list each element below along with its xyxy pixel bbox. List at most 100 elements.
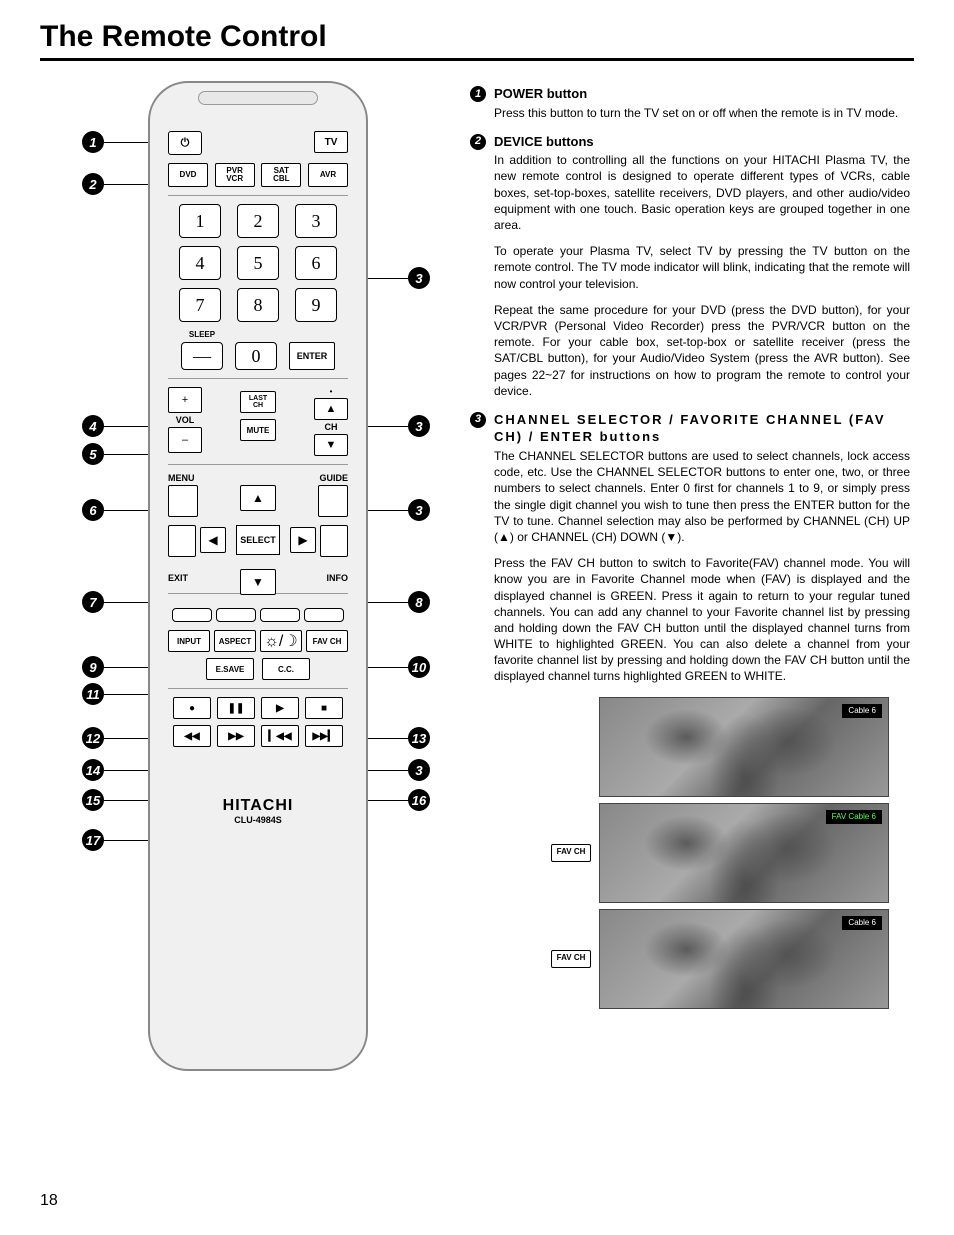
callout-4: 4: [82, 415, 104, 437]
sec3-title: CHANNEL SELECTOR / FAVORITE CHANNEL (FAV…: [494, 411, 910, 446]
page-title: The Remote Control: [40, 20, 914, 61]
callout-3a: 3: [408, 267, 430, 289]
power-button: ⏻: [168, 131, 202, 155]
remote-diagram: 1 2 4 5 6 7 9 11 12 14 15 17 3: [40, 81, 440, 1071]
sec2-p2: To operate your Plasma TV, select TV by …: [494, 243, 910, 292]
dash-button: —: [181, 342, 223, 370]
avr-button: AVR: [308, 163, 348, 187]
callout-8: 8: [408, 591, 430, 613]
sec1-p1: Press this button to turn the TV set on …: [494, 105, 910, 121]
sec1-num: 1: [470, 86, 486, 102]
info-button: [320, 525, 348, 557]
callout-10: 10: [408, 656, 430, 678]
favch-label-1: FAV CH: [551, 844, 591, 862]
num-3: 3: [295, 204, 337, 238]
sec2-num: 2: [470, 134, 486, 150]
lastch-button: LAST CH: [240, 391, 276, 413]
pic-2: FAV Cable 6: [599, 803, 889, 903]
ch-label: CH: [325, 422, 338, 432]
esave-button: E.SAVE: [206, 658, 254, 680]
pic3-tag: Cable 6: [842, 916, 882, 931]
vol-label: VOL: [176, 415, 195, 425]
exit-button: [168, 525, 196, 557]
callout-11: 11: [82, 683, 104, 705]
select-button: SELECT: [236, 525, 280, 555]
callout-7: 7: [82, 591, 104, 613]
num-1: 1: [179, 204, 221, 238]
next-button: ▶▶▎: [305, 725, 343, 747]
num-2: 2: [237, 204, 279, 238]
pause-button: ❚❚: [217, 697, 255, 719]
nav-right: ▶: [290, 527, 316, 553]
vol-down: –: [168, 427, 202, 453]
callout-3d: 3: [408, 759, 430, 781]
sec1-title: POWER button: [494, 85, 587, 103]
callout-13: 13: [408, 727, 430, 749]
sec2-title: DEVICE buttons: [494, 133, 594, 151]
menu-button: [168, 485, 198, 517]
stop-button: ■: [305, 697, 343, 719]
num-6: 6: [295, 246, 337, 280]
callout-3c: 3: [408, 499, 430, 521]
num-7: 7: [179, 288, 221, 322]
rec-button: ●: [173, 697, 211, 719]
callout-2: 2: [82, 173, 104, 195]
sec3-num: 3: [470, 412, 486, 428]
daynight-button: ☼/☽: [260, 630, 302, 652]
tv-button: TV: [314, 131, 348, 153]
prev-button: ▎◀◀: [261, 725, 299, 747]
menu-label: MENU: [168, 473, 195, 483]
callout-14: 14: [82, 759, 104, 781]
ch-down: ▼: [314, 434, 348, 456]
nav-pad: ▲ ◀ SELECT ▶ ▼: [168, 485, 348, 595]
callout-6: 6: [82, 499, 104, 521]
ir-window: [198, 91, 318, 105]
pic-3: Cable 6: [599, 909, 889, 1009]
input-button: INPUT: [168, 630, 210, 652]
nav-down: ▼: [240, 569, 276, 595]
num-0: 0: [235, 342, 277, 370]
rew-button: ◀◀: [173, 725, 211, 747]
callout-3b: 3: [408, 415, 430, 437]
brand-model: CLU-4984S: [168, 815, 348, 825]
callout-12: 12: [82, 727, 104, 749]
aspect-button: ASPECT: [214, 630, 256, 652]
sec2-p3: Repeat the same procedure for your DVD (…: [494, 302, 910, 399]
ch-dot: •: [330, 387, 333, 396]
dvd-button: DVD: [168, 163, 208, 187]
mute-button: MUTE: [240, 419, 276, 441]
nav-up: ▲: [240, 485, 276, 511]
guide-label: GUIDE: [319, 473, 348, 483]
ch-up: ▲: [314, 398, 348, 420]
callout-5: 5: [82, 443, 104, 465]
num-9: 9: [295, 288, 337, 322]
callout-17: 17: [82, 829, 104, 851]
pic1-tag: Cable 6: [842, 704, 882, 719]
descriptions: 1 POWER button Press this button to turn…: [470, 81, 910, 1071]
callout-15: 15: [82, 789, 104, 811]
nav-left: ◀: [200, 527, 226, 553]
sec2-p1: In addition to controlling all the funct…: [494, 152, 910, 233]
guide-button: [318, 485, 348, 517]
callout-9: 9: [82, 656, 104, 678]
page-number: 18: [40, 1192, 58, 1210]
num-4: 4: [179, 246, 221, 280]
play-button: ▶: [261, 697, 299, 719]
sat-button: SAT CBL: [261, 163, 301, 187]
callout-16: 16: [408, 789, 430, 811]
brand-logo: HITACHI: [168, 797, 348, 815]
ff-button: ▶▶: [217, 725, 255, 747]
pic-1: Cable 6: [599, 697, 889, 797]
cc-button: C.C.: [262, 658, 310, 680]
color-buttons: [168, 608, 348, 622]
enter-button: ENTER: [289, 342, 335, 370]
num-5: 5: [237, 246, 279, 280]
num-8: 8: [237, 288, 279, 322]
favch-label-2: FAV CH: [551, 950, 591, 968]
sec3-p2: Press the FAV CH button to switch to Fav…: [494, 555, 910, 685]
favch-button: FAV CH: [306, 630, 348, 652]
pic2-tag: FAV Cable 6: [826, 810, 882, 825]
sec3-p1: The CHANNEL SELECTOR buttons are used to…: [494, 448, 910, 545]
sleep-label: SLEEP: [189, 330, 215, 339]
callout-1: 1: [82, 131, 104, 153]
